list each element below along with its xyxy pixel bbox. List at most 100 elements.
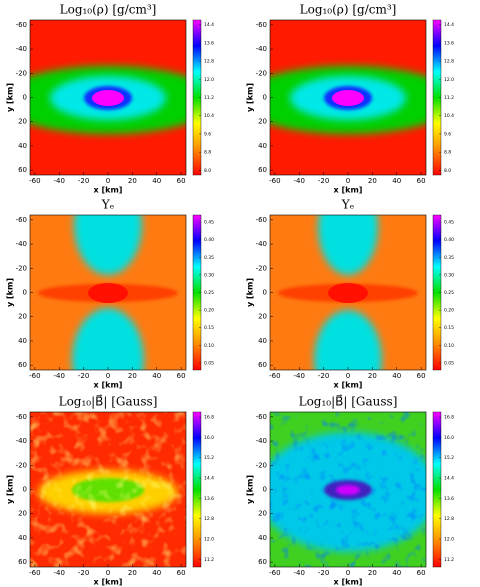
- colorbar-tick-label: 16.8: [204, 415, 214, 421]
- colorbar-tick-label: 13.6: [204, 496, 214, 502]
- x-tick-label: -60: [269, 177, 280, 185]
- x-tick-label: 60: [177, 569, 186, 577]
- chart-title: Yₑ: [101, 198, 115, 212]
- x-tick-label: 60: [417, 569, 426, 577]
- colorbar-tick-label: 11.2: [204, 557, 214, 563]
- colorbar-tick-label: 12.0: [444, 537, 454, 543]
- x-axis-label: x [km]: [334, 186, 363, 195]
- y-tick-label: 0: [23, 94, 27, 102]
- y-tick-label: 40: [18, 142, 27, 150]
- y-tick-label: -60: [256, 216, 267, 224]
- colorbar-tick-label: 0.25: [204, 290, 214, 296]
- x-tick-label: 0: [346, 177, 350, 185]
- colorbar-tick-label: 0.30: [444, 272, 454, 278]
- chart-title: Log₁₀|B⃗| [Gauss]: [59, 393, 158, 408]
- x-tick-label: -60: [29, 372, 40, 380]
- colorbar-tick-label: 10.4: [204, 113, 214, 119]
- x-tick-label: 0: [106, 177, 110, 185]
- y-tick-label: 60: [258, 558, 267, 566]
- x-axis-label: x [km]: [334, 578, 363, 587]
- field: [88, 283, 128, 303]
- panel: Log₁₀|B⃗| [Gauss]-60 -40 -20 0 20 40 60-60-40-…: [246, 393, 455, 586]
- chart-title: Yₑ: [341, 198, 355, 212]
- colorbar-tick-label: 8.8: [444, 150, 451, 156]
- x-tick-label: 40: [152, 177, 161, 185]
- y-tick-label: 0: [263, 94, 267, 102]
- x-tick-label: 0: [346, 372, 350, 380]
- x-axis-label: x [km]: [334, 381, 363, 390]
- colorbar-tick-label: 0.15: [204, 325, 214, 331]
- y-tick-label: 20: [258, 313, 267, 321]
- x-tick-label: 20: [128, 372, 137, 380]
- x-tick-label: -20: [318, 372, 329, 380]
- colorbar-tick-label: 0.20: [444, 308, 454, 314]
- x-tick-label: 60: [177, 372, 186, 380]
- chart-title: Log₁₀(ρ) [g/cm³]: [300, 3, 397, 17]
- y-tick-label: -40: [16, 45, 27, 53]
- heatmap: [30, 412, 186, 567]
- field: [74, 215, 142, 275]
- y-axis-label: y [km]: [246, 278, 255, 307]
- y-tick-label: 0: [263, 486, 267, 494]
- y-tick-label: 0: [23, 289, 27, 297]
- x-tick-label: 20: [128, 569, 137, 577]
- y-tick-label: 40: [18, 534, 27, 542]
- y-tick-label: -40: [256, 240, 267, 248]
- y-tick-label: 20: [258, 510, 267, 518]
- field: [72, 308, 144, 370]
- colorbar-tick-label: 16.0: [444, 435, 454, 441]
- colorbar: [432, 411, 442, 568]
- x-tick-label: -20: [78, 569, 89, 577]
- chart-title: Log₁₀|B⃗| [Gauss]: [299, 393, 398, 408]
- x-tick-label: 40: [392, 569, 401, 577]
- x-tick-label: -40: [54, 372, 65, 380]
- x-tick-label: -40: [294, 569, 305, 577]
- y-tick-label: -40: [16, 240, 27, 248]
- colorbar-tick-label: 9.6: [444, 131, 451, 137]
- colorbar-tick-label: 0.45: [444, 220, 454, 226]
- x-tick-label: -60: [29, 569, 40, 577]
- colorbar-tick-label: 10.4: [444, 113, 454, 119]
- colorbar-tick-label: 11.2: [444, 95, 454, 101]
- colorbar-tick-label: 0.10: [204, 343, 214, 349]
- colorbar-tick-label: 12.8: [204, 59, 214, 65]
- field-noise: [30, 412, 186, 567]
- y-tick-label: -60: [256, 413, 267, 421]
- y-axis-label: y [km]: [246, 83, 255, 112]
- colorbar-tick-label: 12.8: [204, 516, 214, 522]
- x-tick-label: 60: [417, 177, 426, 185]
- field: [92, 90, 124, 106]
- colorbar-tick-label: 0.05: [444, 360, 454, 366]
- y-tick-label: -40: [16, 437, 27, 445]
- y-tick-label: 40: [258, 534, 267, 542]
- y-tick-label: 20: [258, 118, 267, 126]
- x-tick-label: -40: [54, 177, 65, 185]
- y-tick-label: 20: [18, 510, 27, 518]
- y-tick-label: 20: [18, 313, 27, 321]
- y-tick-label: -40: [256, 437, 267, 445]
- colorbar-tick-label: 0.20: [204, 308, 214, 314]
- field: [314, 310, 382, 370]
- x-tick-label: 20: [128, 177, 137, 185]
- colorbar-tick-label: 12.0: [204, 537, 214, 543]
- x-tick-label: -20: [78, 177, 89, 185]
- y-tick-label: -20: [256, 461, 267, 469]
- colorbar-tick-label: 0.35: [444, 255, 454, 261]
- y-tick-label: 0: [23, 486, 27, 494]
- y-tick-label: 60: [18, 166, 27, 174]
- field: [336, 485, 360, 495]
- colorbar-tick-label: 13.6: [444, 40, 454, 46]
- y-axis-label: y [km]: [246, 475, 255, 504]
- x-axis-label: x [km]: [94, 186, 123, 195]
- y-tick-label: 40: [258, 142, 267, 150]
- x-axis-label: x [km]: [94, 381, 123, 390]
- y-tick-label: 60: [258, 166, 267, 174]
- y-tick-label: 60: [258, 361, 267, 369]
- heatmap: [270, 20, 426, 175]
- heatmap: [270, 412, 426, 567]
- y-tick-label: 40: [258, 337, 267, 345]
- colorbar-tick-label: 9.6: [204, 131, 211, 137]
- panel: Log₁₀(ρ) [g/cm³]-60 -40 -20 0 20 40 60-60-40-2…: [6, 3, 215, 195]
- y-tick-label: 0: [263, 289, 267, 297]
